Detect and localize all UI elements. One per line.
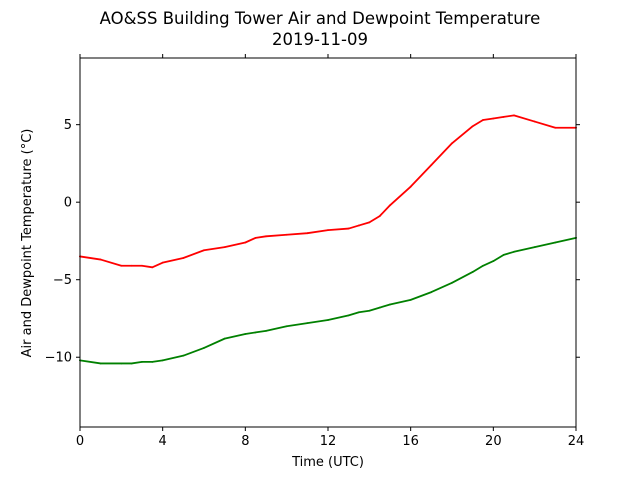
series-green-point: [254, 331, 257, 334]
y-tick-label: −10: [45, 351, 72, 366]
series-line-green: [79, 236, 577, 365]
series-red-point: [120, 264, 123, 267]
series-red-point: [409, 185, 412, 188]
chart-subtitle: 2019-11-09: [272, 30, 368, 49]
series-red-point: [430, 164, 433, 166]
series-red-point: [327, 229, 329, 232]
y-tick-label: 5: [64, 118, 72, 133]
series-green-point: [120, 362, 123, 365]
series-green-point: [99, 362, 102, 365]
series-green-point: [430, 291, 433, 294]
series-line-red: [79, 114, 577, 269]
y-tick-label: −5: [53, 273, 72, 288]
series-green-point: [389, 303, 391, 306]
series-green-point: [347, 314, 350, 317]
series-red-point: [513, 114, 515, 117]
y-axis-ticks: −10 −5 0 5: [45, 118, 580, 366]
series-red-point: [203, 249, 205, 252]
series-green-point: [533, 246, 536, 249]
y-tick-label: 0: [64, 196, 72, 211]
series-green-point: [151, 360, 154, 363]
series-green-point: [409, 298, 412, 301]
series-green-point: [130, 362, 133, 365]
series-green-point: [265, 329, 267, 332]
series-red-point: [151, 266, 154, 269]
series-green-point: [492, 260, 495, 263]
series-red-point: [182, 257, 185, 259]
series-red-point: [130, 264, 133, 267]
plot-frame: [79, 57, 577, 428]
series-green-point: [502, 254, 505, 256]
series-green-point: [482, 264, 484, 267]
series-red-point: [451, 142, 453, 145]
series-green-point: [161, 359, 164, 362]
series-green-point: [368, 309, 371, 312]
series-green-point: [182, 354, 185, 357]
series-layer: [79, 114, 577, 365]
series-red-point: [161, 261, 164, 264]
x-tick-label: 20: [485, 434, 502, 449]
series-green-point: [327, 319, 329, 321]
series-green-point: [285, 325, 288, 328]
x-tick-label: 4: [159, 434, 167, 449]
x-axis-ticks: 0 4 8 12 16 20 24: [76, 54, 584, 449]
series-red-point: [254, 236, 257, 239]
series-red-point: [492, 117, 495, 120]
series-green-point: [358, 311, 360, 314]
x-tick-label: 12: [320, 434, 337, 449]
series-red-point: [285, 233, 288, 236]
x-tick-label: 16: [402, 434, 419, 449]
series-green-point: [244, 333, 247, 335]
x-tick-label: 24: [568, 434, 585, 449]
series-red-point: [554, 126, 557, 129]
x-tick-label: 8: [241, 434, 249, 449]
series-red-point: [306, 232, 309, 235]
series-red-point: [368, 221, 371, 224]
series-green-point: [513, 250, 515, 253]
series-green-point: [203, 347, 205, 349]
series-green-point: [471, 271, 474, 273]
x-axis-label: Time (UTC): [291, 455, 364, 470]
series-red-point: [502, 116, 505, 118]
series-red-point: [244, 241, 247, 244]
series-green-point: [223, 337, 226, 340]
series-green-point: [554, 241, 557, 244]
series-red-point: [389, 204, 391, 207]
series-red-point: [358, 224, 360, 227]
y-axis-label: Air and Dewpoint Temperature (°C): [20, 129, 35, 358]
series-red-point: [482, 119, 484, 121]
series-red-point: [141, 264, 143, 267]
series-red-point: [265, 235, 267, 238]
series-red-point: [471, 125, 474, 128]
series-green-point: [451, 281, 453, 284]
chart-title: AO&SS Building Tower Air and Dewpoint Te…: [100, 9, 541, 28]
series-red-point: [99, 258, 102, 261]
series-red-point: [347, 227, 350, 230]
series-red-point: [378, 215, 381, 218]
series-green-point: [141, 360, 143, 363]
series-red-point: [533, 120, 536, 123]
series-green-point: [378, 306, 381, 309]
series-red-point: [223, 246, 226, 249]
series-green-point: [306, 322, 309, 325]
x-tick-label: 0: [76, 434, 84, 449]
